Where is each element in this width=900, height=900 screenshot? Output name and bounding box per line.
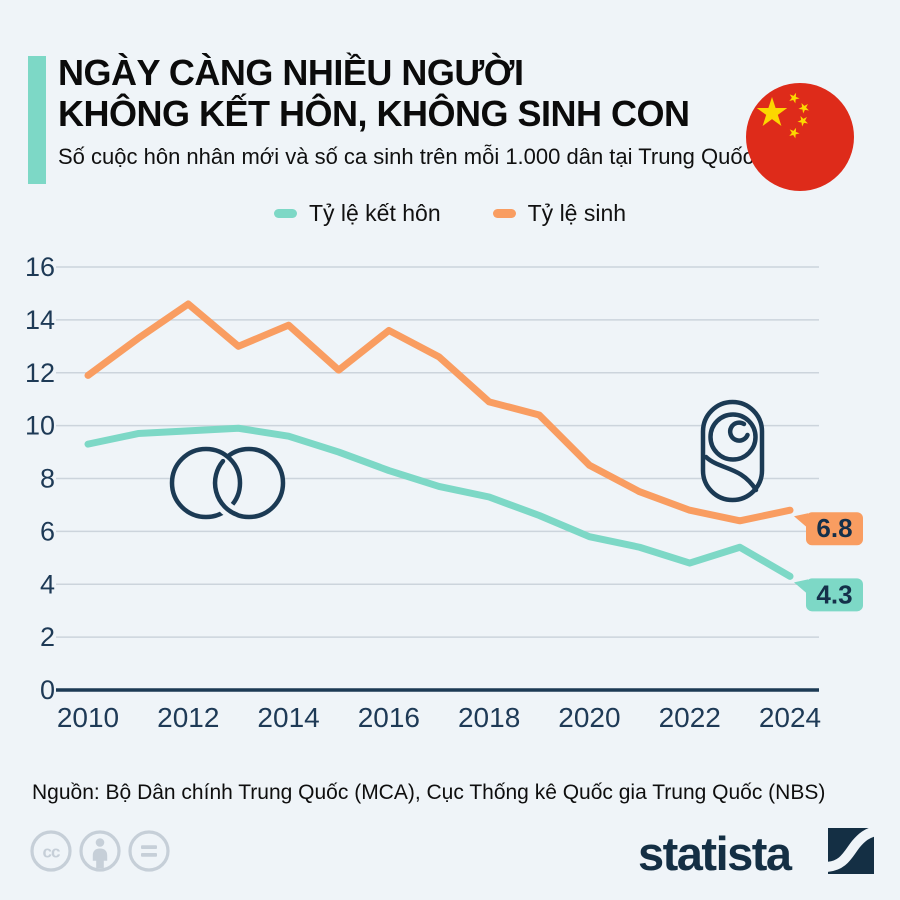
value-label-tail (794, 579, 808, 595)
title-line-2: KHÔNG KẾT HÔN, KHÔNG SINH CON (58, 93, 690, 134)
legend-item-marriage-rate: Tỷ lệ kết hôn (273, 200, 441, 227)
title-line-1: NGÀY CÀNG NHIỀU NGƯỜI (58, 52, 524, 93)
y-axis-tick: 16 (25, 252, 55, 282)
china-flag-icon (746, 83, 854, 191)
value-label-text: 4.3 (816, 579, 852, 609)
chart-grid: 0 2 4 6 8 10 12 14 16 2010 2012 2014 2016 2018 2020 202… (25, 252, 821, 733)
chart-subtitle: Số cuộc hôn nhân mới và số ca sinh trên … (58, 144, 760, 169)
attribution-person-icon (79, 830, 121, 872)
accent-bar (28, 56, 46, 184)
person-glyph (92, 838, 108, 869)
x-axis-tick: 2020 (558, 702, 620, 733)
y-axis-tick: 6 (40, 516, 55, 546)
y-axis-tick: 10 (25, 411, 55, 441)
swaddled-baby-icon (700, 399, 765, 503)
x-axis-tick: 2024 (759, 702, 821, 733)
license-icons: cc (30, 830, 170, 872)
statista-logo: statista (638, 827, 874, 880)
legend: Tỷ lệ kết hôn Tỷ lệ sinh (0, 200, 900, 227)
x-axis-tick: 2022 (659, 702, 721, 733)
y-axis-tick: 2 (40, 622, 55, 652)
chart-lines (84, 300, 794, 580)
statista-wordmark: statista (638, 827, 793, 880)
x-axis-tick: 2012 (157, 702, 219, 733)
y-axis-tick: 12 (25, 358, 55, 388)
series-Tỷ lệ sinh (84, 300, 794, 525)
x-axis-tick: 2016 (358, 702, 420, 733)
wedding-rings-icon (169, 446, 286, 522)
page-title: NGÀY CÀNG NHIỀU NGƯỜI KHÔNG KẾT HÔN, KHÔ… (58, 52, 690, 134)
y-axis-tick: 8 (40, 464, 55, 494)
value-label-box (806, 512, 863, 546)
y-axis-tick: 4 (40, 569, 55, 599)
x-axis-tick: 2010 (57, 702, 119, 733)
series-Tỷ lệ kết hôn (84, 424, 794, 580)
birth-rate-swatch (492, 209, 516, 218)
equals-icon (128, 830, 170, 872)
value-label-text: 6.8 (816, 513, 852, 543)
cc-glyph: cc (43, 843, 60, 862)
value-label-box (806, 578, 863, 612)
y-axis-tick: 0 (40, 675, 55, 705)
x-axis-tick: 2014 (257, 702, 319, 733)
statista-swoosh (828, 828, 874, 872)
x-axis-tick: 2018 (458, 702, 520, 733)
marriage-rate-swatch (273, 209, 297, 218)
legend-item-birth-rate: Tỷ lệ sinh (492, 200, 627, 227)
value-label-tail (794, 513, 808, 529)
y-axis-tick: 14 (25, 305, 55, 335)
value-labels: 4.3 6.8 (794, 512, 863, 612)
equals-glyph (141, 845, 157, 857)
source-note: Nguồn: Bộ Dân chính Trung Quốc (MCA), Cụ… (32, 781, 826, 804)
legend-label: Tỷ lệ sinh (527, 200, 627, 226)
legend-label: Tỷ lệ kết hôn (308, 200, 441, 226)
cc-icon (30, 830, 72, 872)
